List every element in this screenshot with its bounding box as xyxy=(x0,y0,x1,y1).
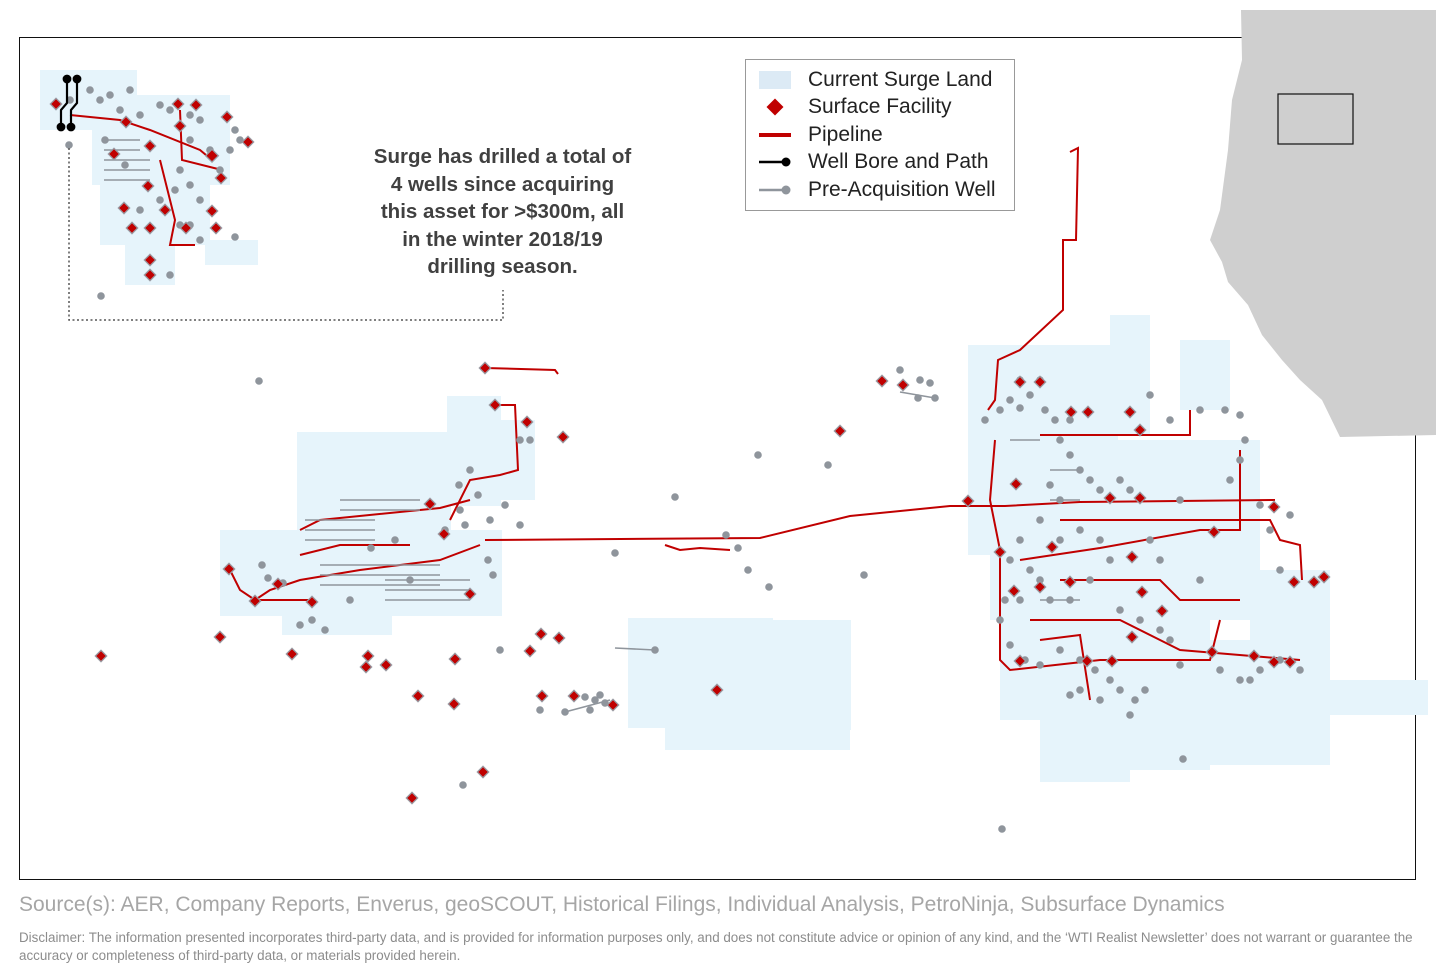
pre-acquisition-well-layer xyxy=(65,86,1304,833)
well-bore-layer xyxy=(56,74,82,132)
legend-label: Current Surge Land xyxy=(808,67,993,91)
map-frame xyxy=(19,37,1416,880)
legend-label: Well Bore and Path xyxy=(808,150,989,174)
pipeline-layer xyxy=(69,109,1303,701)
pipeline-west-1 xyxy=(484,367,559,375)
pipeline-mid-1 xyxy=(664,544,731,552)
pipeline-north xyxy=(987,146,1080,411)
pipeline-west-5 xyxy=(229,569,310,601)
pipeline-east-2 xyxy=(1060,519,1303,581)
land-middle-block xyxy=(628,618,851,750)
callout-line: in the winter 2018/19 xyxy=(402,227,603,251)
pipeline-inset-2 xyxy=(159,159,195,246)
legend-item-pre-acquisition-well: Pre-Acquisition Well xyxy=(758,176,1014,204)
disclaimer-note: Disclaimer: The information presented in… xyxy=(19,930,1413,963)
callout-line: drilling season. xyxy=(427,255,578,278)
callout-line: this asset for >$300m, all xyxy=(380,200,625,223)
pipeline-west-3 xyxy=(299,499,471,531)
source-note: Source(s): AER, Company Reports, Enverus… xyxy=(19,893,1225,916)
map-canvas xyxy=(40,10,1436,833)
pipeline-trunk xyxy=(484,499,1276,541)
black-line-dot-icon xyxy=(758,152,792,172)
pipeline-east-3 xyxy=(1019,450,1241,561)
red-diamond-icon xyxy=(758,97,792,117)
pipeline-east-7 xyxy=(988,439,1001,551)
legend-label: Pre-Acquisition Well xyxy=(808,177,996,201)
pipeline-west-6 xyxy=(299,544,410,556)
red-line-icon xyxy=(758,125,792,145)
pipeline-east-1 xyxy=(1040,410,1191,436)
legend-item-facility: Surface Facility xyxy=(758,94,1014,122)
legend-label: Surface Facility xyxy=(808,95,952,119)
callout-text: Surge has drilled a total of 4 wells sin… xyxy=(340,143,665,281)
legend-item-pipeline: Pipeline xyxy=(758,121,1014,149)
legend-item-land: Current Surge Land xyxy=(758,66,1014,94)
pre-acquisition-well-dots xyxy=(65,86,1304,833)
pipeline-inset-1 xyxy=(69,114,213,161)
callout-leader xyxy=(68,148,504,321)
pipeline-east-8 xyxy=(1060,579,1240,601)
pipeline-west-2 xyxy=(449,404,520,521)
legend-item-well-bore: Well Bore and Path xyxy=(758,149,1014,177)
pipeline-east-5 xyxy=(1030,619,1301,661)
locator-extent-box xyxy=(1277,93,1354,145)
pipeline-east-6 xyxy=(1039,633,1091,701)
surface-facility-layer xyxy=(49,97,1331,805)
callout-line: 4 wells since acquiring xyxy=(390,172,615,196)
province-locator xyxy=(1210,10,1436,437)
gray-line-dot-icon xyxy=(758,180,792,200)
legend-label: Pipeline xyxy=(808,122,883,146)
land-west-block xyxy=(220,396,535,635)
surge-land-layer xyxy=(40,70,1428,782)
land-swatch-icon xyxy=(758,70,792,90)
map-legend: Current Surge Land Surface Facility Pipe… xyxy=(745,59,1015,211)
callout-line: Surge has drilled a total of xyxy=(373,145,632,168)
